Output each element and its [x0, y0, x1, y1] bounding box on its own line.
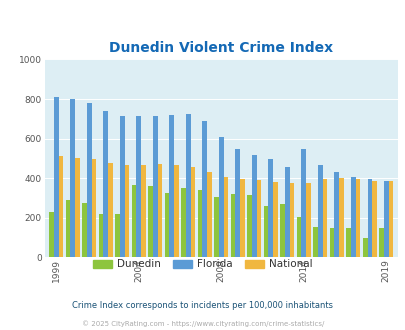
Bar — [247, 195, 252, 257]
Bar — [153, 116, 157, 257]
Bar — [82, 203, 87, 257]
Bar — [273, 182, 277, 257]
Text: © 2025 CityRating.com - https://www.cityrating.com/crime-statistics/: © 2025 CityRating.com - https://www.city… — [82, 321, 323, 327]
Bar — [289, 183, 294, 257]
Bar — [371, 181, 376, 257]
Bar — [124, 165, 129, 257]
Bar — [263, 206, 268, 257]
Bar — [58, 156, 63, 257]
Bar — [132, 185, 136, 257]
Bar — [148, 186, 153, 257]
Bar — [329, 228, 334, 257]
Bar — [141, 165, 145, 257]
Bar — [197, 190, 202, 257]
Title: Dunedin Violent Crime Index: Dunedin Violent Crime Index — [109, 42, 333, 55]
Bar — [49, 212, 54, 257]
Bar — [334, 172, 338, 257]
Bar — [305, 183, 310, 257]
Bar — [185, 114, 190, 257]
Bar — [367, 179, 371, 257]
Bar — [115, 214, 119, 257]
Bar — [91, 159, 96, 257]
Bar — [169, 115, 174, 257]
Bar — [190, 167, 195, 257]
Bar — [157, 164, 162, 257]
Bar — [378, 228, 383, 257]
Bar — [322, 179, 326, 257]
Text: Crime Index corresponds to incidents per 100,000 inhabitants: Crime Index corresponds to incidents per… — [72, 301, 333, 310]
Bar — [350, 177, 355, 257]
Bar — [174, 165, 178, 257]
Bar — [301, 149, 305, 257]
Bar — [66, 200, 70, 257]
Bar — [75, 158, 79, 257]
Bar — [268, 159, 273, 257]
Bar — [252, 155, 256, 257]
Legend: Dunedin, Florida, National: Dunedin, Florida, National — [89, 255, 316, 274]
Bar — [235, 149, 239, 257]
Bar — [218, 137, 223, 257]
Bar — [256, 180, 260, 257]
Bar — [338, 178, 343, 257]
Bar — [87, 103, 91, 257]
Bar — [223, 177, 228, 257]
Bar — [70, 99, 75, 257]
Bar — [164, 193, 169, 257]
Bar — [207, 172, 211, 257]
Bar — [362, 238, 367, 257]
Bar — [317, 165, 322, 257]
Bar — [202, 121, 207, 257]
Bar — [383, 181, 388, 257]
Bar — [296, 217, 301, 257]
Bar — [239, 179, 244, 257]
Bar — [230, 194, 235, 257]
Bar — [181, 188, 185, 257]
Bar — [119, 116, 124, 257]
Bar — [103, 111, 108, 257]
Bar — [108, 163, 112, 257]
Bar — [355, 179, 359, 257]
Bar — [54, 97, 58, 257]
Bar — [136, 116, 141, 257]
Bar — [388, 181, 392, 257]
Bar — [345, 228, 350, 257]
Bar — [214, 197, 218, 257]
Bar — [280, 204, 284, 257]
Bar — [284, 167, 289, 257]
Bar — [98, 214, 103, 257]
Bar — [313, 227, 317, 257]
